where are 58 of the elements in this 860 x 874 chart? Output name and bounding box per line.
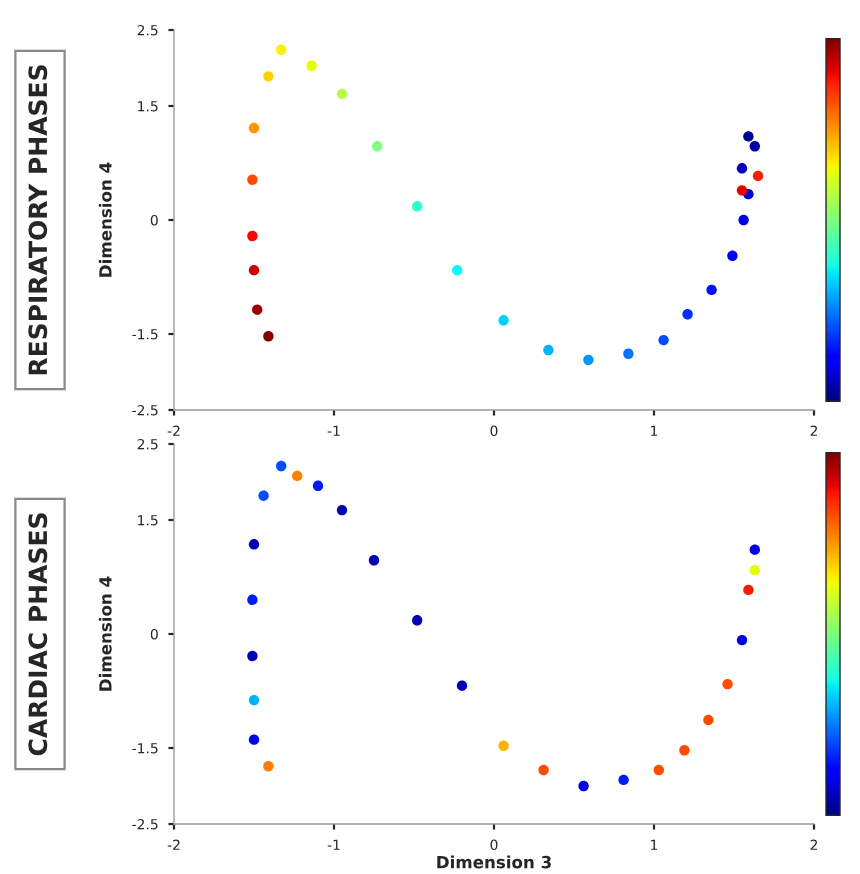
point [247, 230, 258, 242]
point [247, 174, 258, 185]
point [456, 680, 468, 691]
point [276, 460, 287, 472]
point [276, 44, 287, 55]
point [306, 60, 317, 71]
point [498, 740, 509, 751]
point [623, 348, 634, 359]
point [743, 131, 754, 142]
point [258, 490, 269, 501]
point [248, 122, 260, 134]
point [679, 745, 690, 756]
point [372, 141, 383, 152]
point [412, 615, 423, 626]
point [706, 284, 717, 296]
point [336, 504, 348, 516]
y-axis-title: Dimension 4 [98, 576, 112, 691]
point [336, 88, 348, 100]
point [736, 163, 748, 174]
point [727, 250, 738, 261]
point [618, 774, 629, 786]
point [749, 141, 760, 152]
point [498, 315, 509, 326]
point [749, 544, 760, 555]
point [252, 304, 263, 315]
point [578, 780, 589, 792]
x-axis-title: Dimension 3 [437, 855, 551, 869]
point [752, 170, 764, 182]
point [312, 480, 324, 491]
point [736, 185, 748, 196]
point [248, 694, 260, 706]
point [722, 678, 733, 690]
point [248, 264, 260, 276]
point [263, 331, 274, 342]
text: CARDIAC PHASES [28, 513, 48, 756]
point [583, 354, 594, 366]
point [738, 214, 749, 226]
point [658, 334, 669, 346]
point [736, 634, 748, 646]
point [653, 764, 664, 776]
point [452, 264, 463, 276]
point [749, 564, 760, 576]
point [543, 344, 554, 356]
point [538, 764, 549, 776]
point [292, 470, 303, 482]
point [247, 594, 258, 605]
point [743, 584, 754, 596]
point [682, 309, 693, 320]
point [263, 71, 274, 82]
point [412, 201, 423, 212]
point [247, 650, 258, 662]
point [248, 539, 260, 550]
point [248, 734, 260, 745]
text: RESPIRATORY PHASES [28, 65, 48, 375]
point [368, 555, 380, 566]
point [703, 714, 714, 726]
point [263, 761, 274, 772]
y-axis-title: Dimension 4 [98, 162, 112, 277]
